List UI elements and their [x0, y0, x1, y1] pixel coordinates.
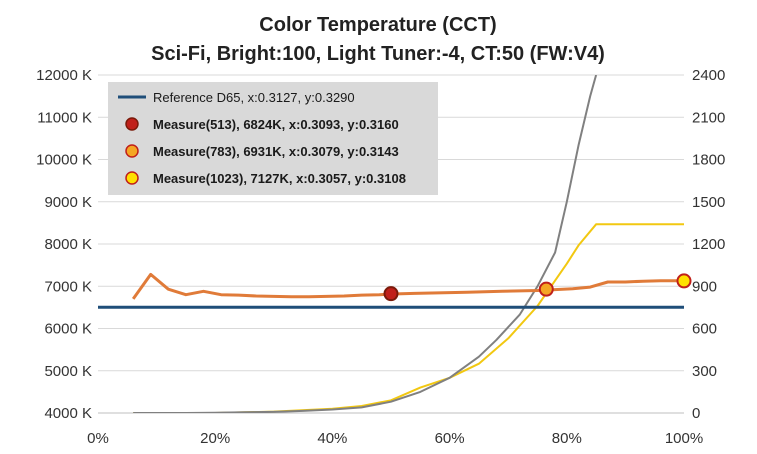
legend: Reference D65, x:0.3127, y:0.3290 Measur… [108, 82, 438, 195]
y2-tick-label: 1200 [692, 236, 725, 253]
x-tick-label: 0% [87, 430, 109, 447]
gray-luminance-line [133, 75, 598, 413]
right-axis-ticks: 0 300 600 900 1200 1500 1800 2100 2400 [692, 67, 725, 422]
x-tick-label: 100% [665, 430, 703, 447]
y-tick-label: 10000 K [36, 152, 92, 169]
y-tick-label: 9000 K [44, 194, 92, 211]
legend-label-1023: Measure(1023), 7127K, x:0.3057, y:0.3108 [153, 171, 406, 186]
measure-1023-marker [676, 273, 692, 289]
series-lines [98, 75, 684, 413]
left-axis-ticks: 4000 K 5000 K 6000 K 7000 K 8000 K 9000 K 1000… [36, 67, 92, 422]
y2-tick-label: 0 [692, 405, 700, 422]
legend-label-783: Measure(783), 6931K, x:0.3079, y:0.3143 [153, 144, 399, 159]
y2-tick-label: 2100 [692, 109, 725, 126]
y-tick-label: 5000 K [44, 363, 92, 380]
y2-tick-label: 1800 [692, 152, 725, 169]
y2-tick-label: 1500 [692, 194, 725, 211]
measure-markers [383, 273, 692, 302]
y-tick-label: 7000 K [44, 278, 92, 295]
x-tick-label: 20% [200, 430, 230, 447]
chart-title: Color Temperature (CCT) [259, 14, 496, 36]
legend-marker-513 [125, 117, 139, 131]
y2-tick-label: 300 [692, 363, 717, 380]
measure-783-marker [538, 281, 554, 297]
measure-513-marker [383, 286, 399, 302]
legend-label-513: Measure(513), 6824K, x:0.3093, y:0.3160 [153, 117, 399, 132]
y-tick-label: 12000 K [36, 67, 92, 84]
cct-line [131, 272, 684, 300]
x-tick-label: 40% [317, 430, 347, 447]
x-tick-label: 60% [435, 430, 465, 447]
legend-marker-783 [125, 144, 139, 158]
y2-tick-label: 600 [692, 321, 717, 338]
legend-box [108, 82, 438, 195]
legend-label-reference: Reference D65, x:0.3127, y:0.3290 [153, 90, 355, 105]
x-axis-ticks: 0% 20% 40% 60% 80% 100% [87, 430, 703, 447]
y2-tick-label: 2400 [692, 67, 725, 84]
chart-subtitle: Sci-Fi, Bright:100, Light Tuner:-4, CT:5… [151, 43, 605, 65]
y-tick-label: 4000 K [44, 405, 92, 422]
y-tick-label: 11000 K [37, 109, 92, 126]
y-tick-label: 8000 K [44, 236, 92, 253]
x-tick-label: 80% [552, 430, 582, 447]
y-tick-label: 6000 K [44, 321, 92, 338]
y2-tick-label: 900 [692, 278, 717, 295]
legend-marker-1023 [125, 171, 139, 185]
